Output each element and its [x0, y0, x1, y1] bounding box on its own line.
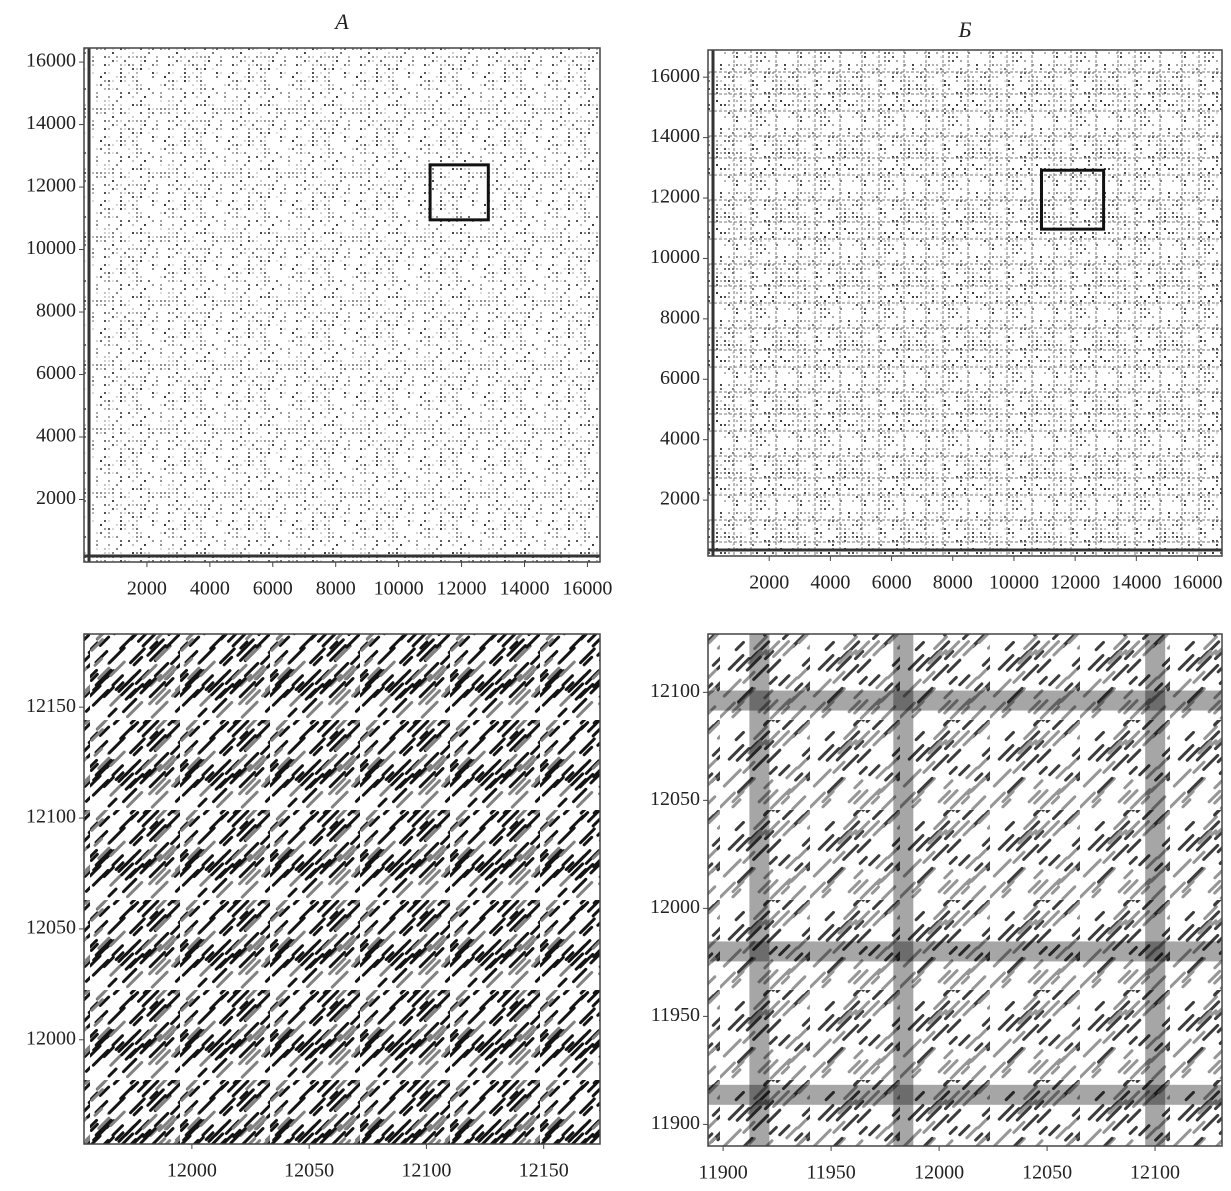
x-tick-label: 10000	[989, 572, 1039, 594]
y-tick-label: 12050	[26, 917, 76, 939]
y-tick-label: 16000	[650, 65, 700, 87]
heatmap-image	[708, 50, 1222, 556]
y-tick-label: 12000	[26, 175, 76, 197]
y-tick-label: 16000	[26, 50, 76, 72]
y-tick-label: 12000	[26, 1027, 76, 1049]
y-tick-label: 4000	[36, 425, 76, 447]
y-tick-label: 12100	[26, 806, 76, 828]
y-tick-label: 2000	[36, 487, 76, 509]
x-tick-label: 11900	[698, 1162, 747, 1184]
heatmap-image	[708, 634, 1222, 1146]
y-tick-label: 8000	[660, 306, 700, 328]
y-tick-label: 12050	[650, 788, 700, 810]
band	[893, 634, 913, 1146]
x-tick-label: 12000	[167, 1160, 217, 1182]
y-tick-label: 4000	[660, 427, 700, 449]
chart-title: A	[333, 9, 349, 34]
x-tick-label: 12100	[401, 1160, 451, 1182]
x-tick-label: 16000	[1173, 572, 1223, 594]
chart-title: Б	[958, 17, 972, 42]
band	[708, 691, 1222, 711]
y-tick-label: 14000	[26, 112, 76, 134]
x-tick-label: 2000	[127, 578, 167, 600]
band	[708, 941, 1222, 961]
x-tick-label: 8000	[316, 578, 356, 600]
x-tick-label: 6000	[872, 572, 912, 594]
figure: A 2000 4000 6000 8000 10000 12000 14000 16000 200…	[0, 0, 1231, 1186]
x-tick-label: 11950	[806, 1162, 855, 1184]
band	[708, 1085, 1222, 1105]
y-tick-label: 6000	[36, 362, 76, 384]
x-tick-label: 14000	[1111, 572, 1161, 594]
x-tick-label: 12050	[284, 1160, 334, 1182]
x-tick-label: 12100	[1130, 1162, 1180, 1184]
panel: A 2000 4000 6000 8000 10000 12000 14000 16000 200…	[26, 9, 612, 600]
x-tick-label: 4000	[190, 578, 230, 600]
x-tick-label: 12000	[437, 578, 487, 600]
x-tick-label: 8000	[933, 572, 973, 594]
x-tick-label: 12150	[519, 1160, 569, 1182]
y-tick-label: 6000	[660, 367, 700, 389]
y-tick-label: 12150	[26, 695, 76, 717]
y-tick-label: 11950	[651, 1004, 700, 1026]
x-tick-label: 12000	[1050, 572, 1100, 594]
y-tick-label: 8000	[36, 300, 76, 322]
panel: 12000 12050 12100 12150 12000 12050 12100 12150	[26, 634, 600, 1182]
x-tick-label: 12050	[1022, 1162, 1072, 1184]
heatmap-image	[84, 634, 600, 1144]
panel: 11900 11950 12000 12050 12100 11900 11950 12000…	[650, 634, 1222, 1184]
y-tick-label: 11900	[651, 1112, 700, 1134]
x-tick-label: 6000	[253, 578, 293, 600]
y-tick-label: 12000	[650, 186, 700, 208]
y-tick-label: 2000	[660, 488, 700, 510]
heatmap-image	[84, 48, 600, 562]
x-tick-label: 16000	[562, 578, 612, 600]
panel: Б 2000 4000 6000 8000 10000 12000 14000 16000 200…	[650, 17, 1223, 594]
band	[749, 634, 769, 1146]
x-tick-label: 12000	[914, 1162, 964, 1184]
x-tick-label: 4000	[810, 572, 850, 594]
band	[1145, 634, 1165, 1146]
x-tick-label: 10000	[374, 578, 424, 600]
x-tick-label: 2000	[749, 572, 789, 594]
y-tick-label: 12000	[650, 896, 700, 918]
y-tick-label: 10000	[650, 246, 700, 268]
x-tick-label: 14000	[499, 578, 549, 600]
y-tick-label: 10000	[26, 237, 76, 259]
y-tick-label: 12100	[650, 680, 700, 702]
y-tick-label: 14000	[650, 125, 700, 147]
